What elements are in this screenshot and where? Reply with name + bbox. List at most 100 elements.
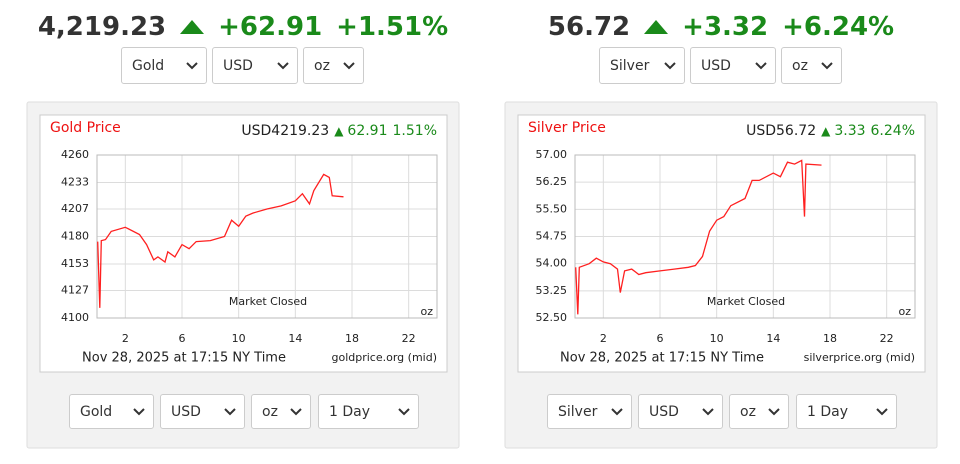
y-tick-label: 52.50 — [536, 311, 568, 324]
y-tick-label: 4127 — [61, 283, 89, 296]
y-tick-label: 4100 — [61, 311, 89, 324]
dropdown[interactable]: USD — [690, 47, 776, 84]
dropdown[interactable]: 1 Day — [318, 394, 419, 429]
chevron — [290, 407, 302, 415]
chevron — [398, 407, 410, 415]
x-tick-label: 6 — [179, 332, 186, 345]
dropdown[interactable]: Gold — [69, 394, 154, 429]
chevron — [133, 407, 145, 415]
price-line — [97, 173, 344, 308]
chart-change: 62.91 — [347, 123, 387, 139]
x-tick-label: 22 — [880, 332, 894, 345]
dropdown-value: USD — [701, 57, 731, 74]
price: 56.72 — [547, 12, 631, 42]
chevron-path — [821, 61, 833, 69]
price-header: 56.72 +3.32 +6.24% — [501, 8, 941, 46]
dropdown[interactable]: oz — [781, 47, 842, 84]
x-tick-label: 14 — [288, 332, 302, 345]
chart-change: 3.33 — [834, 123, 865, 139]
dropdown-value: 1 Day — [329, 403, 371, 420]
dropdown[interactable]: oz — [303, 47, 364, 84]
chevron-path — [186, 61, 198, 69]
y-tick-label: 56.25 — [536, 175, 568, 188]
plot-border — [574, 154, 916, 319]
up-arrow-shape — [180, 20, 205, 34]
y-tick-label: 4153 — [61, 257, 89, 270]
chevron-path — [611, 407, 623, 415]
dropdown-value: Silver — [610, 57, 650, 74]
chart-box — [39, 114, 448, 373]
chevron-path — [755, 61, 767, 69]
chevron — [876, 407, 888, 415]
annotation: Market Closed — [707, 295, 785, 308]
dropdown[interactable]: Silver — [599, 47, 685, 84]
chevron — [821, 61, 833, 69]
dropdown-value: Silver — [558, 403, 598, 420]
chart-price-line: USD4219.23 ▲ 62.91 1.51% — [241, 123, 437, 139]
x-tick-label: 6 — [657, 332, 664, 345]
y-tick-label: 4180 — [61, 230, 89, 243]
chart-source: silverprice.org (mid) — [804, 351, 915, 364]
change-pct: +6.24% — [782, 12, 895, 42]
chart-footer: Nov 28, 2025 at 17:15 NY Time — [560, 351, 764, 366]
dropdown-value: oz — [740, 403, 756, 420]
chevron-path — [398, 407, 410, 415]
x-tick-label: 2 — [600, 332, 607, 345]
chevron-path — [290, 407, 302, 415]
plot-border — [96, 154, 438, 319]
up-arrow — [180, 20, 205, 34]
chart-price: USD56.72 — [746, 123, 816, 139]
change: +3.32 — [682, 12, 769, 42]
change: +62.91 — [218, 12, 323, 42]
chevron-path — [768, 407, 780, 415]
chart-footer: Nov 28, 2025 at 17:15 NY Time — [82, 351, 286, 366]
chart-source: goldprice.org (mid) — [332, 351, 438, 364]
chart-title: Silver Price — [528, 120, 606, 136]
dropdown-value: Gold — [132, 57, 165, 74]
chevron-path — [876, 407, 888, 415]
chart-title: Gold Price — [50, 120, 121, 136]
chevron-path — [702, 407, 714, 415]
dropdown[interactable]: Gold — [121, 47, 207, 84]
y-tick-label: 55.50 — [536, 202, 568, 215]
dropdown[interactable]: USD — [212, 47, 298, 84]
annotation: Market Closed — [229, 295, 307, 308]
dropdown[interactable]: oz — [251, 394, 311, 429]
chevron — [768, 407, 780, 415]
x-tick-label: 18 — [823, 332, 837, 345]
dropdown[interactable]: USD — [638, 394, 723, 429]
chevron — [343, 61, 355, 69]
chevron — [277, 61, 289, 69]
dropdown[interactable]: Silver — [547, 394, 632, 429]
up-arrow — [644, 20, 669, 34]
x-tick-label: 2 — [122, 332, 129, 345]
dropdown-value: 1 Day — [807, 403, 849, 420]
chart-box — [517, 114, 926, 373]
dropdown[interactable]: oz — [729, 394, 789, 429]
y-tick-label: 54.00 — [536, 257, 568, 270]
chevron-path — [133, 407, 145, 415]
chevron — [664, 61, 676, 69]
unit-label: oz — [898, 305, 911, 318]
chart-price-line: USD56.72 ▲ 3.33 6.24% — [746, 123, 915, 139]
up-arrow: ▲ — [821, 124, 831, 138]
chevron — [611, 407, 623, 415]
dropdown[interactable]: USD — [160, 394, 245, 429]
chevron — [702, 407, 714, 415]
price-header: 4,219.23 +62.91 +1.51% — [23, 8, 463, 46]
chevron — [755, 61, 767, 69]
x-tick-label: 14 — [766, 332, 780, 345]
dropdown-value: Gold — [80, 403, 113, 420]
up-arrow-shape — [644, 20, 669, 34]
unit-label: oz — [420, 305, 433, 318]
dropdown-value: USD — [649, 403, 679, 420]
dropdown-value: oz — [792, 57, 808, 74]
chart-change-pct: 6.24% — [871, 123, 915, 139]
price-line — [575, 159, 822, 315]
price: 4,219.23 — [37, 12, 167, 42]
x-tick-label: 22 — [402, 332, 416, 345]
chart-change-pct: 1.51% — [393, 123, 437, 139]
dropdown[interactable]: 1 Day — [796, 394, 897, 429]
